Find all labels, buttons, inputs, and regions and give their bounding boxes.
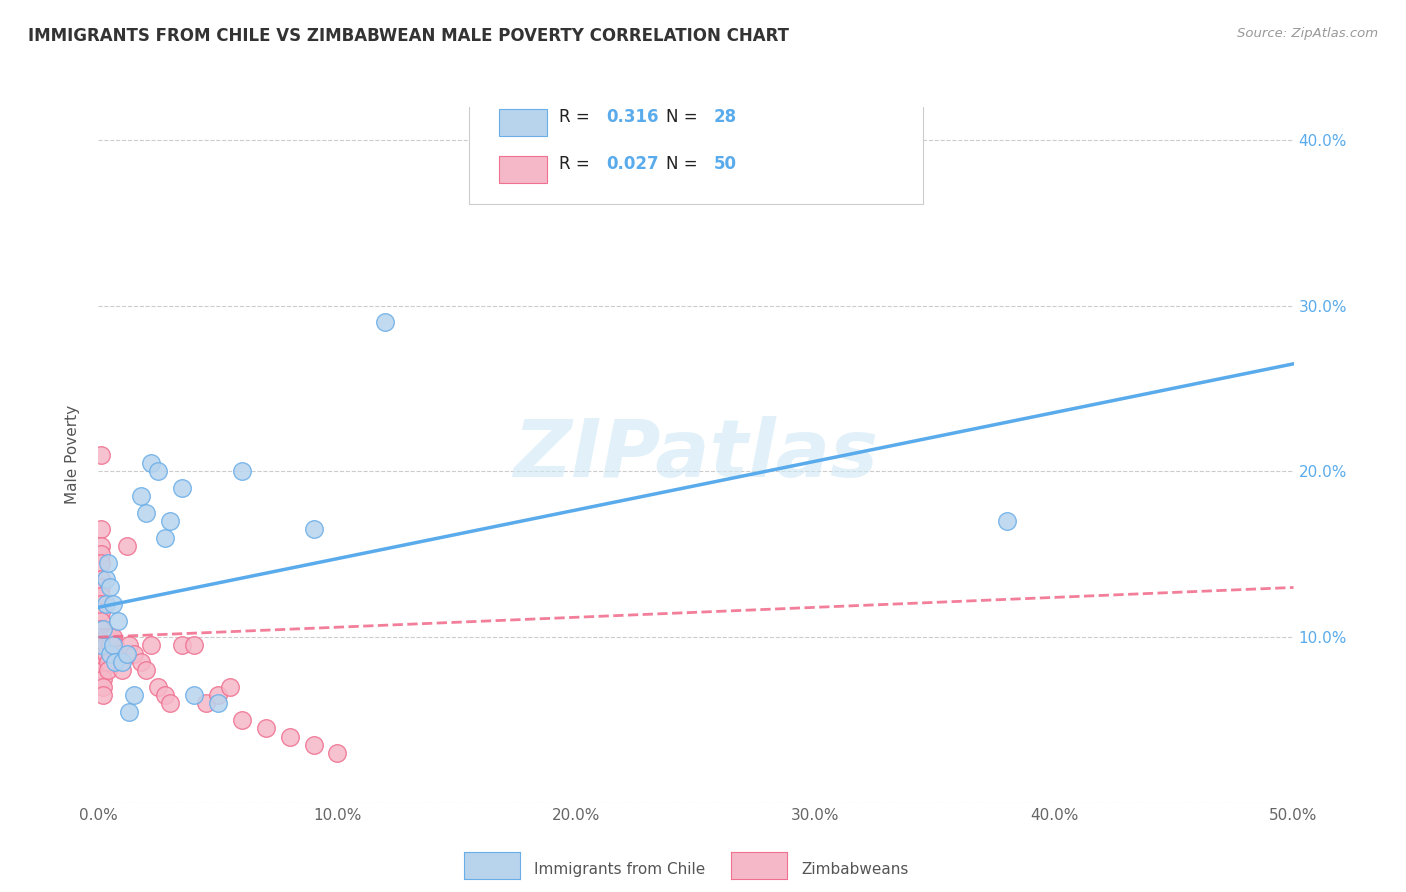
Bar bbox=[499, 156, 547, 183]
Point bbox=[90, 539, 112, 553]
Text: N =: N = bbox=[666, 108, 703, 126]
Point bbox=[131, 655, 153, 669]
Point bbox=[326, 746, 349, 760]
Point bbox=[90, 614, 112, 628]
Point bbox=[91, 663, 114, 677]
Point bbox=[139, 456, 162, 470]
Point bbox=[94, 647, 117, 661]
Point bbox=[231, 465, 253, 479]
FancyBboxPatch shape bbox=[470, 100, 922, 204]
Point bbox=[101, 630, 124, 644]
Point bbox=[111, 655, 134, 669]
Y-axis label: Male Poverty: Male Poverty bbox=[65, 405, 80, 505]
Text: N =: N = bbox=[666, 155, 703, 173]
Point bbox=[107, 614, 129, 628]
Point bbox=[155, 688, 177, 702]
Point bbox=[90, 572, 112, 586]
Point bbox=[111, 663, 134, 677]
Text: 0.316: 0.316 bbox=[606, 108, 659, 126]
Point bbox=[219, 680, 242, 694]
Point bbox=[101, 597, 124, 611]
Point bbox=[148, 680, 170, 694]
Point bbox=[172, 639, 194, 653]
Point bbox=[90, 597, 112, 611]
Point bbox=[107, 647, 129, 661]
Point bbox=[98, 639, 122, 653]
Point bbox=[124, 647, 146, 661]
Point bbox=[139, 639, 162, 653]
Point bbox=[90, 639, 112, 653]
Point bbox=[995, 514, 1018, 528]
Point bbox=[90, 448, 112, 462]
Point bbox=[115, 647, 138, 661]
Point bbox=[148, 465, 170, 479]
Point bbox=[91, 655, 114, 669]
Point bbox=[90, 630, 112, 644]
Text: Zimbabweans: Zimbabweans bbox=[801, 863, 908, 877]
Point bbox=[91, 680, 114, 694]
Text: 50: 50 bbox=[714, 155, 737, 173]
Bar bbox=[499, 109, 547, 136]
Point bbox=[90, 605, 112, 619]
Point bbox=[207, 688, 229, 702]
Point bbox=[104, 639, 127, 653]
Point bbox=[90, 639, 112, 653]
Point bbox=[94, 630, 117, 644]
Point bbox=[118, 705, 141, 719]
Point bbox=[94, 597, 117, 611]
Point bbox=[207, 697, 229, 711]
Point bbox=[135, 663, 157, 677]
Point bbox=[98, 647, 122, 661]
Point bbox=[98, 581, 122, 595]
Point bbox=[94, 639, 117, 653]
Text: 0.027: 0.027 bbox=[606, 155, 659, 173]
Point bbox=[91, 688, 114, 702]
Text: R =: R = bbox=[558, 155, 595, 173]
Point bbox=[90, 556, 112, 570]
Point bbox=[97, 663, 120, 677]
Point bbox=[155, 531, 177, 545]
Text: R =: R = bbox=[558, 108, 595, 126]
Point bbox=[90, 523, 112, 537]
Point bbox=[302, 523, 325, 537]
Point bbox=[90, 581, 112, 595]
Text: Source: ZipAtlas.com: Source: ZipAtlas.com bbox=[1237, 27, 1378, 40]
Text: ZIPatlas: ZIPatlas bbox=[513, 416, 879, 494]
Text: 28: 28 bbox=[714, 108, 737, 126]
Text: Immigrants from Chile: Immigrants from Chile bbox=[534, 863, 706, 877]
Point bbox=[374, 315, 396, 329]
Point bbox=[183, 688, 205, 702]
Point bbox=[101, 639, 124, 653]
Point bbox=[115, 539, 138, 553]
Point bbox=[104, 655, 127, 669]
Point bbox=[183, 639, 205, 653]
Point bbox=[302, 738, 325, 752]
Point bbox=[90, 589, 112, 603]
Point bbox=[97, 655, 120, 669]
Point bbox=[278, 730, 301, 744]
Point bbox=[94, 572, 117, 586]
Point bbox=[98, 630, 122, 644]
Point bbox=[90, 622, 112, 636]
Point bbox=[124, 688, 146, 702]
Point bbox=[135, 506, 157, 520]
Point bbox=[118, 639, 141, 653]
Point bbox=[159, 514, 181, 528]
Point bbox=[131, 489, 153, 503]
Text: IMMIGRANTS FROM CHILE VS ZIMBABWEAN MALE POVERTY CORRELATION CHART: IMMIGRANTS FROM CHILE VS ZIMBABWEAN MALE… bbox=[28, 27, 789, 45]
Point bbox=[91, 672, 114, 686]
Point bbox=[194, 697, 218, 711]
Point bbox=[172, 481, 194, 495]
Point bbox=[90, 547, 112, 561]
Point bbox=[159, 697, 181, 711]
Point bbox=[97, 556, 120, 570]
Point bbox=[231, 713, 253, 727]
Point bbox=[91, 622, 114, 636]
Point bbox=[90, 647, 112, 661]
Point bbox=[254, 721, 277, 735]
